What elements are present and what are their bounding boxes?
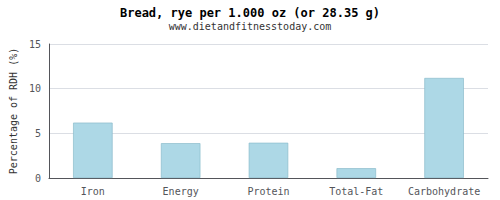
svg-text:5: 5 (35, 128, 41, 139)
svg-text:Energy: Energy (163, 186, 199, 197)
svg-text:0: 0 (35, 173, 41, 184)
svg-text:Iron: Iron (81, 186, 105, 197)
svg-text:Bread, rye per 1.000 oz (or 28: Bread, rye per 1.000 oz (or 28.35 g) (120, 6, 380, 20)
svg-text:Total-Fat: Total-Fat (329, 186, 383, 197)
svg-text:Carbohydrate: Carbohydrate (408, 186, 480, 197)
svg-text:Protein: Protein (247, 186, 289, 197)
svg-text:10: 10 (29, 83, 41, 94)
svg-text:www.dietandfitnesstoday.com: www.dietandfitnesstoday.com (169, 21, 332, 32)
svg-text:15: 15 (29, 39, 41, 50)
svg-text:Percentage of RDH (%): Percentage of RDH (%) (8, 48, 19, 174)
